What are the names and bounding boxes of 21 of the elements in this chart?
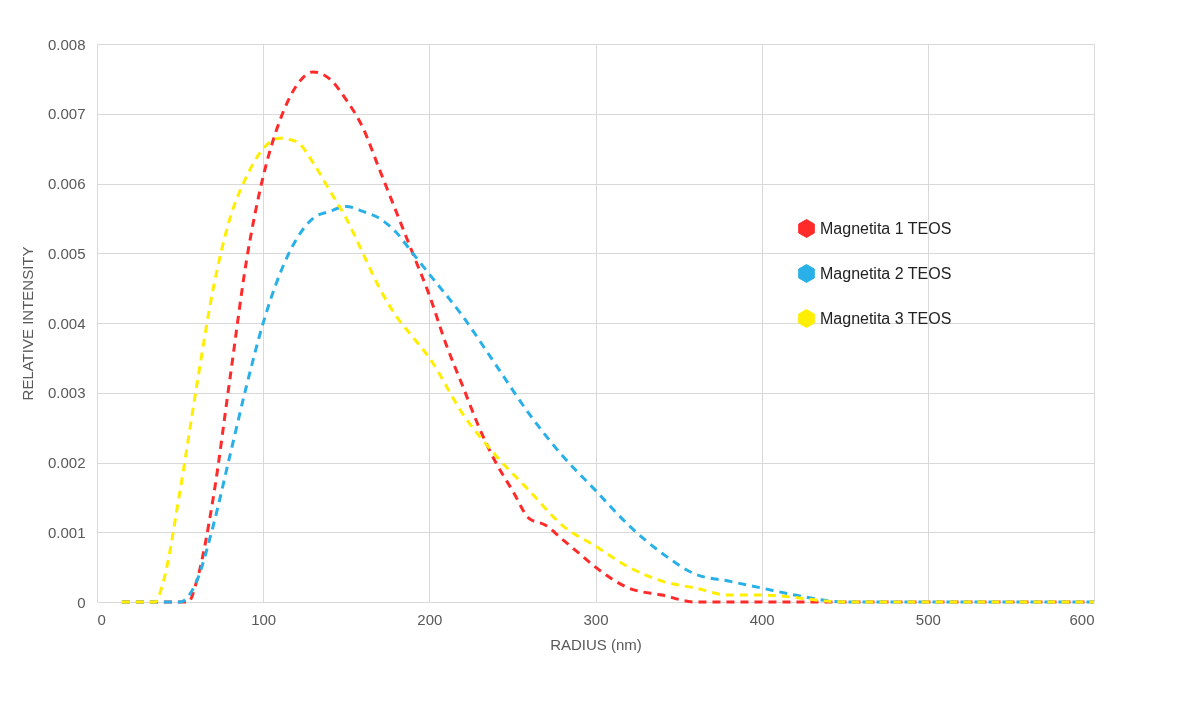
x-tick-label: 200 <box>417 610 443 628</box>
x-tick-label: 0 <box>97 610 106 628</box>
x-tick-label: 100 <box>251 610 277 628</box>
y-tick-label: 0.007 <box>47 105 86 123</box>
y-tick-label: 0.001 <box>47 523 86 541</box>
x-tick-label: 400 <box>749 610 775 628</box>
legend-label: Magnetita 2 TEOS <box>820 264 952 282</box>
y-tick-label: 0.004 <box>47 314 86 332</box>
y-tick-label: 0.002 <box>47 454 86 471</box>
legend-label: Magnetita 1 TEOS <box>820 219 952 237</box>
x-axis-title: RADIUS (nm) <box>550 635 642 653</box>
x-tick-label: 500 <box>915 610 941 628</box>
y-tick-label: 0 <box>77 593 86 611</box>
y-tick-label: 0.006 <box>47 175 86 192</box>
y-tick-label: 0.005 <box>47 244 86 262</box>
legend-label: Magnetita 3 TEOS <box>820 309 952 327</box>
y-tick-label: 0.003 <box>47 384 86 402</box>
x-tick-label: 300 <box>583 610 609 628</box>
y-tick-label: 0.008 <box>47 35 86 53</box>
y-axis-title: RELATIVE INTENSITY <box>18 246 36 401</box>
x-tick-label: 600 <box>1069 610 1095 628</box>
